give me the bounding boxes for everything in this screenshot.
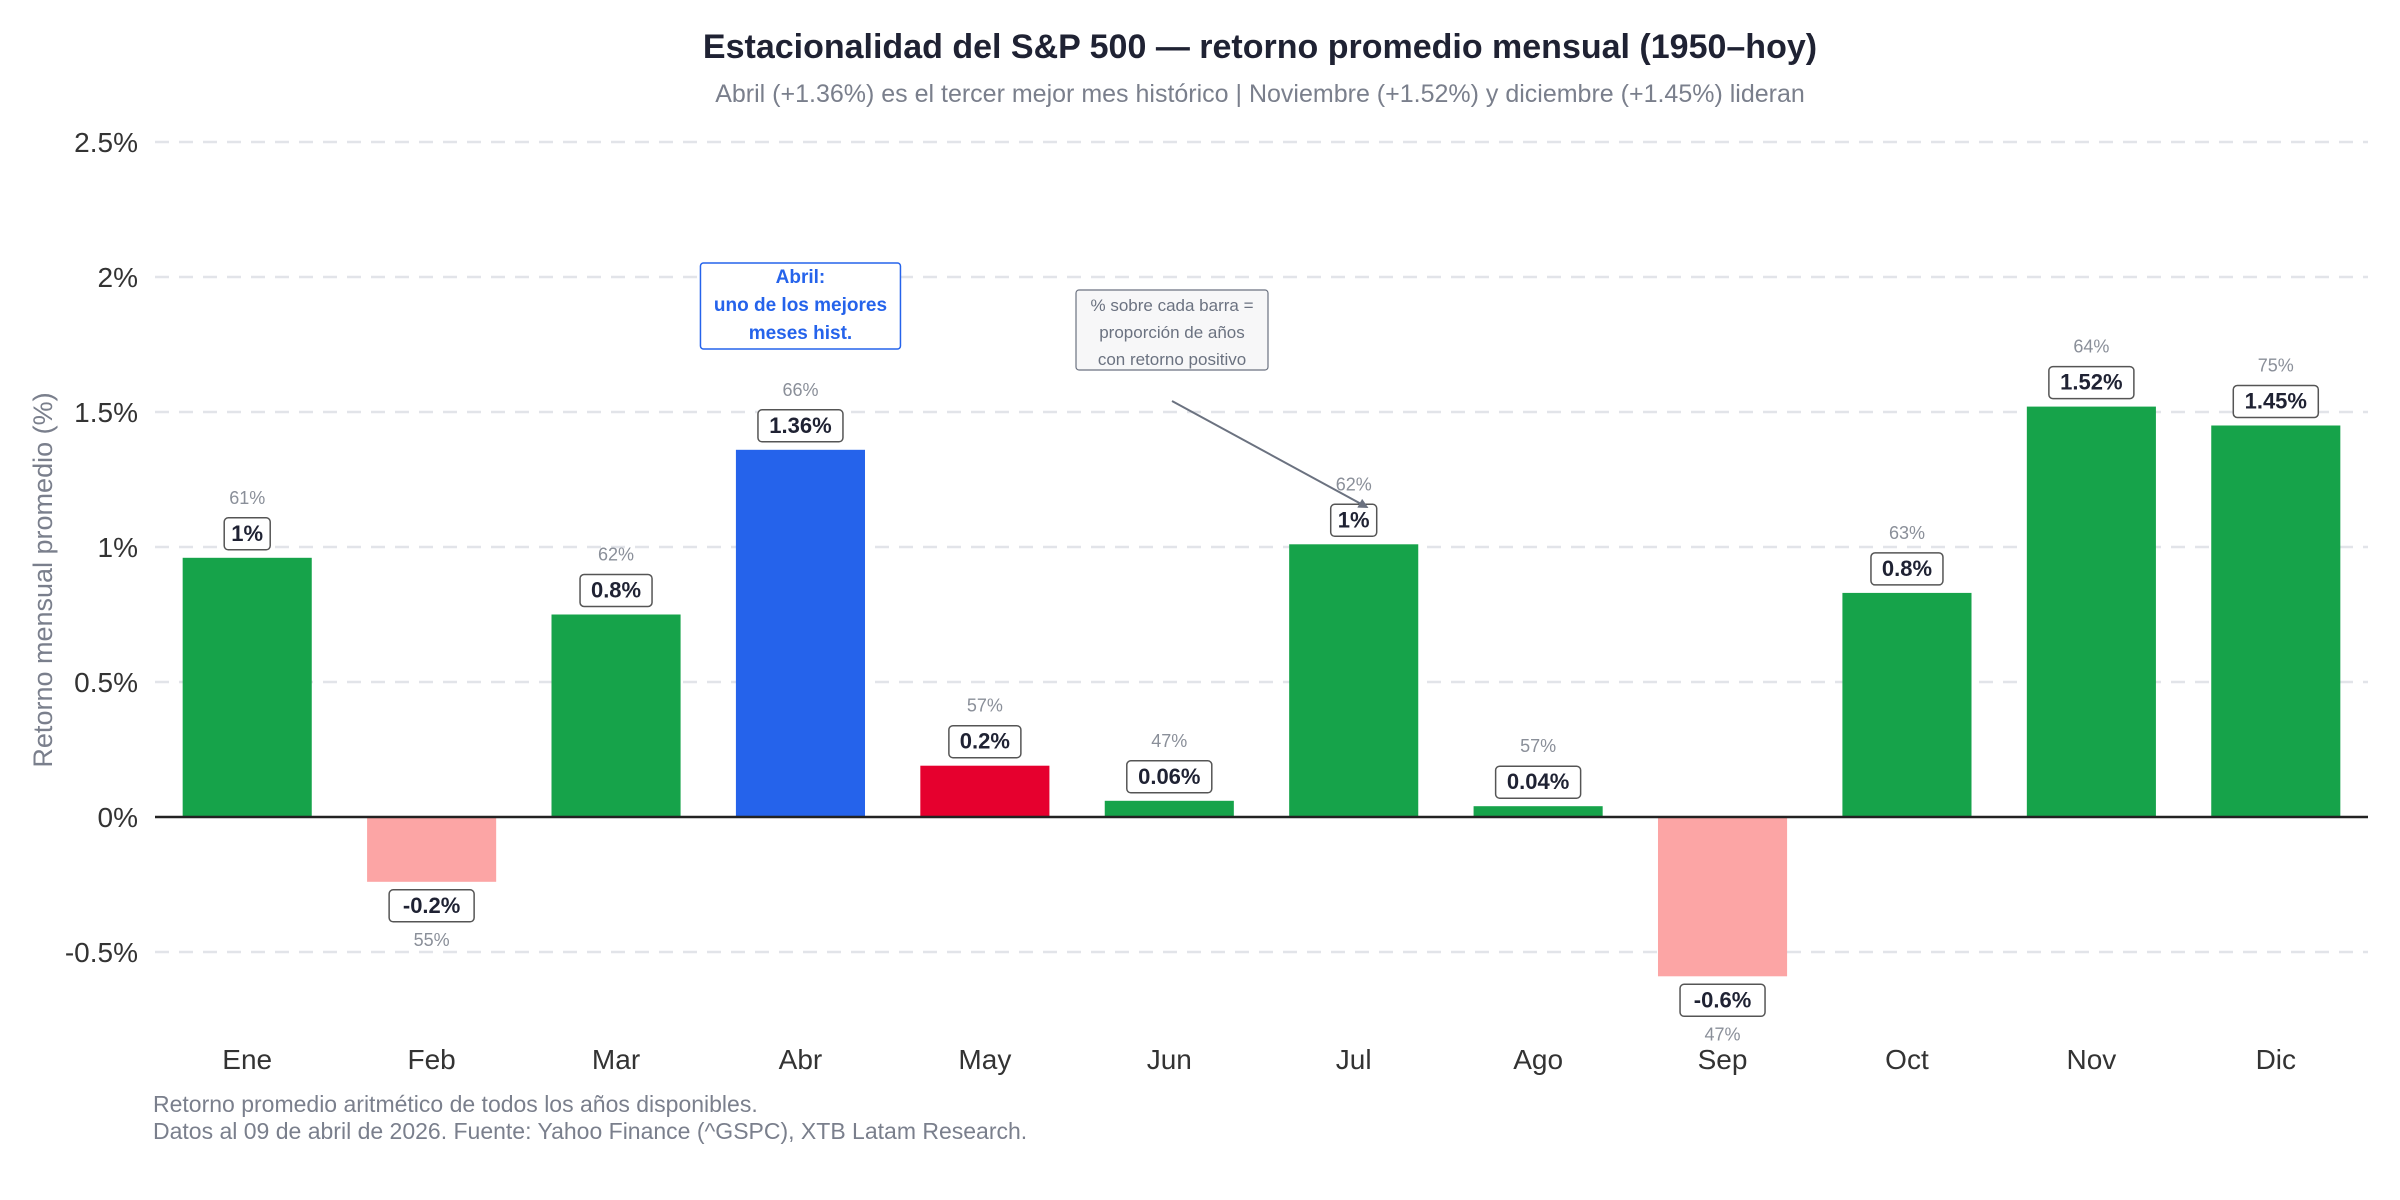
bar-dic (2211, 425, 2341, 817)
value-label: 0.8% (1882, 556, 1932, 581)
note-arrow (1171, 400, 1369, 508)
positive-share-label: 55% (414, 930, 450, 950)
x-axis-ticks: Ene Feb Mar Abr May Jun Jul Ago Sep Oct Nov Dic (222, 1044, 2296, 1075)
value-label-box (388, 889, 475, 923)
value-label-box (223, 517, 271, 551)
value-label-box (1126, 760, 1213, 794)
value-label-box (1494, 765, 1582, 799)
value-label-box (2048, 365, 2135, 400)
x-tick-label: Ago (1513, 1044, 1563, 1075)
bars (182, 406, 2341, 977)
y-tick-label: 0.5% (74, 667, 138, 698)
value-label: 0.8% (591, 578, 641, 603)
bar-jun (1104, 800, 1234, 817)
april-callout-box (699, 262, 902, 350)
footnote-method: Retorno promedio aritmético de todos los… (153, 1091, 758, 1117)
x-tick-label: Nov (2066, 1044, 2116, 1075)
positive-share-note-text: proporción de años (1099, 323, 1245, 342)
value-label: 0.06% (1138, 764, 1200, 789)
april-callout-text: Abril: (776, 267, 826, 288)
positive-share-label: 47% (1705, 1024, 1741, 1044)
bar-abr (735, 449, 866, 817)
positive-share-note-text: con retorno positivo (1098, 350, 1246, 369)
april-callout-text: uno de los mejores (714, 295, 887, 316)
y-tick-label: 1% (98, 532, 138, 563)
bar-jul (1289, 544, 1419, 817)
bar-nov (2026, 406, 2156, 817)
april-callout-text: meses hist. (749, 323, 853, 344)
x-tick-label: Jun (1147, 1044, 1192, 1075)
value-label: 0.2% (960, 729, 1010, 754)
positive-share-note-text: % sobre cada barra = (1090, 296, 1253, 315)
positive-share-label: 62% (598, 545, 634, 565)
x-tick-label: Ene (222, 1044, 272, 1075)
y-tick-label: 0% (98, 802, 138, 833)
positive-share-label: 64% (2073, 337, 2109, 357)
value-label-box (579, 573, 653, 608)
bar-feb (367, 817, 497, 882)
value-label-box (1329, 503, 1378, 538)
value-label: -0.2% (403, 893, 460, 918)
bar-ago (1473, 806, 1603, 817)
positive-share-label: 75% (2258, 356, 2294, 376)
positive-share-label: 62% (1336, 474, 1372, 494)
x-tick-label: May (958, 1044, 1011, 1075)
value-label-box (1870, 552, 1944, 586)
value-label-box (948, 724, 1022, 759)
positive-share-label: 61% (229, 488, 265, 508)
footnote-source: Datos al 09 de abril de 2026. Fuente: Ya… (153, 1118, 1027, 1144)
x-tick-label: Feb (408, 1044, 456, 1075)
value-label: 1.52% (2060, 370, 2122, 395)
positive-share-label: 63% (1889, 523, 1925, 543)
positive-share-note-box (1075, 289, 1269, 371)
value-label: 1% (1338, 507, 1370, 532)
y-axis-ticks: -0.5% 0% 0.5% 1% 1.5% 2% 2.5% (65, 127, 138, 968)
y-tick-label: 2.5% (74, 127, 138, 158)
positive-share-label: 66% (782, 380, 818, 400)
positive-share-label: 57% (1520, 736, 1556, 756)
value-label: -0.6% (1694, 987, 1751, 1012)
y-tick-label: 2% (98, 262, 138, 293)
x-tick-label: Sep (1698, 1044, 1748, 1075)
value-label: 1.36% (769, 413, 831, 438)
x-tick-label: Dic (2256, 1044, 2296, 1075)
y-tick-label: -0.5% (65, 937, 138, 968)
y-axis-label: Retorno mensual promedio (%) (28, 392, 58, 767)
bar-sep (1657, 817, 1788, 977)
value-label-box (757, 409, 844, 443)
x-tick-label: Oct (1885, 1044, 1929, 1075)
chart-title: Estacionalidad del S&P 500 — retorno pro… (703, 28, 1817, 66)
y-tick-label: 1.5% (74, 397, 138, 428)
value-label-box (1679, 983, 1766, 1018)
grid (155, 140, 2368, 954)
positive-share-label: 47% (1151, 731, 1187, 751)
x-tick-label: Abr (779, 1044, 823, 1075)
bar-ene (182, 557, 312, 817)
positive-share-label: 57% (967, 696, 1003, 716)
bar-may (920, 765, 1050, 817)
bar-labels: 1% 61% -0.2% 55% 0.8% 62% 1.36% 66% 0.2% 57% 0.06%… (223, 337, 2320, 1044)
chart-subtitle: Abril (+1.36%) es el tercer mejor mes hi… (715, 80, 1805, 108)
value-label: 1% (231, 521, 263, 546)
value-label: 0.04% (1507, 769, 1569, 794)
value-label-box (2232, 384, 2320, 419)
x-tick-label: Mar (592, 1044, 640, 1075)
value-label: 1.45% (2245, 389, 2307, 414)
bar-oct (1842, 592, 1972, 817)
annotations: Abril: uno de los mejores meses hist. % sob… (699, 262, 1369, 508)
bar-mar (551, 614, 681, 817)
x-tick-label: Jul (1336, 1044, 1372, 1075)
